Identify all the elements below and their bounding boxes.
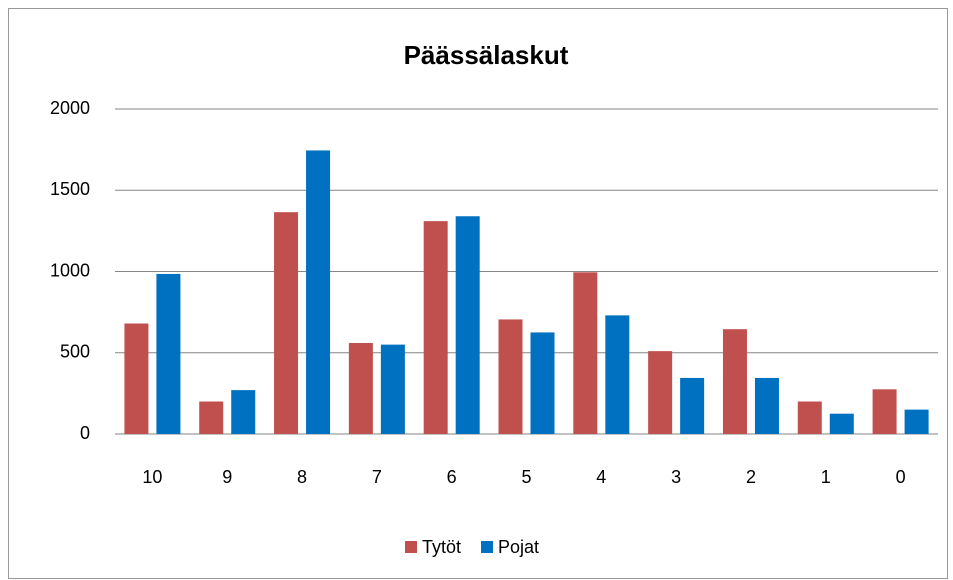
- x-tick-label: 9: [222, 467, 232, 487]
- bar: [231, 390, 256, 434]
- bar: [680, 377, 705, 434]
- bar: [380, 344, 405, 434]
- bar: [648, 351, 673, 434]
- bar: [423, 221, 448, 434]
- bar: [306, 150, 331, 434]
- x-tick-label: 7: [372, 467, 382, 487]
- bar: [573, 272, 598, 434]
- legend-label: Tytöt: [422, 537, 461, 557]
- bar: [872, 389, 897, 434]
- bar: [530, 332, 555, 434]
- y-tick-label: 500: [60, 342, 90, 362]
- y-tick-label: 0: [80, 423, 90, 443]
- bar: [754, 377, 779, 434]
- x-tick-label: 2: [746, 467, 756, 487]
- x-tick-label: 10: [142, 467, 162, 487]
- x-tick-label: 4: [596, 467, 606, 487]
- x-tick-label: 8: [297, 467, 307, 487]
- x-tick-label: 0: [896, 467, 906, 487]
- bar: [904, 409, 929, 434]
- legend-label: Pojat: [498, 537, 539, 557]
- y-tick-label: 2000: [50, 98, 90, 118]
- bar: [605, 315, 630, 434]
- x-tick-label: 6: [447, 467, 457, 487]
- bar: [124, 323, 149, 434]
- y-tick-label: 1000: [50, 260, 90, 280]
- bar: [156, 273, 181, 434]
- bar: [199, 401, 224, 434]
- legend-swatch: [481, 541, 494, 553]
- chart-title: Päässälaskut: [404, 40, 569, 70]
- x-tick-label: 5: [521, 467, 531, 487]
- bar: [498, 319, 523, 434]
- bar: [274, 212, 299, 434]
- x-tick-label: 1: [821, 467, 831, 487]
- bar: [455, 216, 480, 434]
- bar: [829, 413, 854, 434]
- bar: [797, 401, 822, 434]
- bar: [722, 329, 747, 434]
- legend-swatch: [405, 541, 417, 553]
- x-tick-label: 3: [671, 467, 681, 487]
- bar: [348, 343, 373, 434]
- y-tick-label: 1500: [50, 179, 90, 199]
